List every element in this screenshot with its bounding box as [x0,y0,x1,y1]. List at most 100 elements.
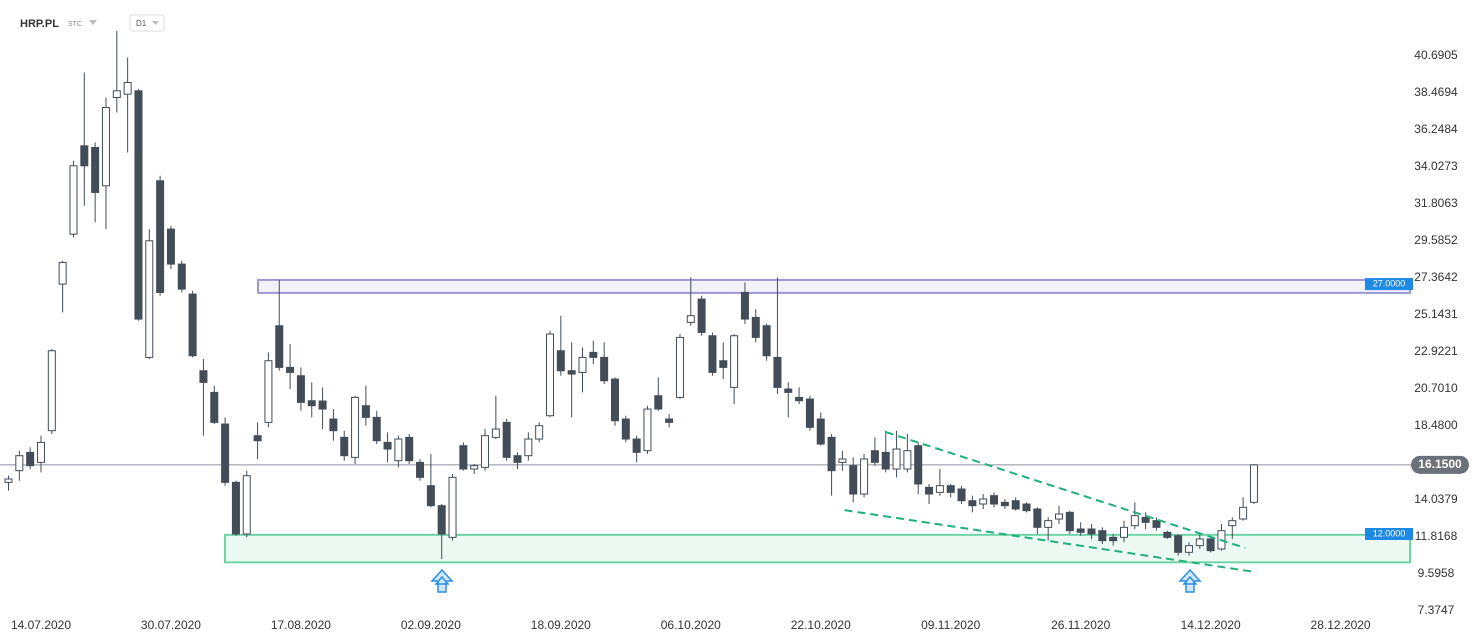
candle-body [470,465,479,470]
candle-body [1130,515,1139,527]
y-tick-label: 40.6905 [1414,48,1458,62]
candle-body [935,485,944,493]
candle-body [751,316,760,338]
candle-body [101,106,110,187]
y-tick-label: 14.0379 [1414,492,1458,506]
candle-body [58,261,67,285]
x-tick-label: 02.09.2020 [401,618,461,632]
candle-body [329,418,338,432]
candle-body [340,436,349,457]
candle-body [47,350,56,432]
candle-body [665,418,674,423]
candle-body [654,395,663,410]
candle-body [361,405,370,418]
candle-body [188,293,197,357]
interval-box[interactable] [129,14,165,32]
x-tick-label: 09.11.2020 [921,618,980,632]
candle-body [784,388,793,393]
candle-body [448,476,457,538]
candle-body [1076,528,1085,533]
y-tick-label: 20.7010 [1414,381,1458,395]
candle-body [1228,520,1237,527]
candle-body [567,370,576,375]
candle-body [946,485,955,493]
candle-body [914,445,923,485]
candle-body [123,82,132,95]
candle-body [870,450,879,463]
candle-body [459,445,468,470]
y-tick-label: 22.9221 [1414,344,1458,358]
x-tick-label: 17.08.2020 [271,618,331,632]
y-tick-label: 25.1431 [1414,307,1458,321]
x-tick-label: 26.11.2020 [1051,618,1110,632]
candle-body [643,408,652,452]
candle-body [156,180,165,293]
candle-body [416,461,425,478]
candle-body [307,400,316,407]
candle-body [296,375,305,403]
plot: 27.0000 12.0000 40.6905 38.4694 36.2484 34.02… [0,30,1469,632]
candle-body [1109,536,1118,542]
candle-body [177,263,186,290]
candle-body [610,378,619,422]
market[interactable]: STC [68,21,82,28]
candle-body [535,425,544,440]
candle-body [318,400,327,410]
candle-body [827,436,836,472]
candle-body [231,481,240,535]
dropdown-arrow[interactable] [89,20,97,25]
candle-body [36,441,45,463]
signal-arrow [430,568,454,593]
candle-body [546,333,554,417]
candle-body [632,438,641,453]
candle-body [221,423,230,483]
candle-body [925,486,934,495]
candle-body [740,291,749,320]
candle-body [1033,508,1042,528]
candle-body [264,360,273,423]
candle-body [1184,545,1193,553]
candle-body [686,315,695,323]
interval[interactable]: D1 [136,19,147,28]
candle-body [275,325,284,368]
candle-body [881,451,890,470]
candle-body [91,146,100,193]
candle-body [199,370,208,383]
candle-body [1087,528,1096,535]
candle-body [762,325,771,357]
candle-body [903,450,912,470]
y-tick-label: 36.2484 [1414,122,1458,136]
candle-body [816,418,825,445]
candle-body [1163,531,1172,538]
candle-body [286,366,295,373]
candle-body [719,360,728,368]
zone [257,278,1411,294]
y-tick-label: 31.8063 [1414,196,1458,210]
y-tick-label: 7.3747 [1418,603,1455,617]
y-tick-label: 11.8168 [1415,529,1458,543]
x-tick-label: 14.07.2020 [11,618,71,632]
candle-body [26,451,35,467]
y-tick-label: 18.4800 [1414,418,1458,432]
y-tick-label: 27.3642 [1414,270,1458,284]
x-tick-label: 28.12.2020 [1311,618,1371,632]
dropdown-arrow[interactable] [152,21,159,25]
candle-body [1011,500,1020,510]
level-label-bg [1365,278,1413,291]
x-tick-label: 14.12.2020 [1181,618,1241,632]
candle-body [15,455,24,472]
y-tick-label: 9.5958 [1418,566,1455,580]
candle-body [253,435,262,442]
candle-body [795,396,804,402]
candle-body [437,505,446,535]
candle-body [405,436,414,462]
candle-body [1249,464,1258,503]
level-label: 27.0000 [1373,278,1406,288]
x-tick-label: 22.10.2020 [791,618,851,632]
candle-body [1152,520,1161,528]
candle-body [80,145,89,167]
candle-body [730,335,739,388]
symbol: HRP.PL [20,18,59,30]
y-tick-label: 34.0273 [1414,159,1458,173]
